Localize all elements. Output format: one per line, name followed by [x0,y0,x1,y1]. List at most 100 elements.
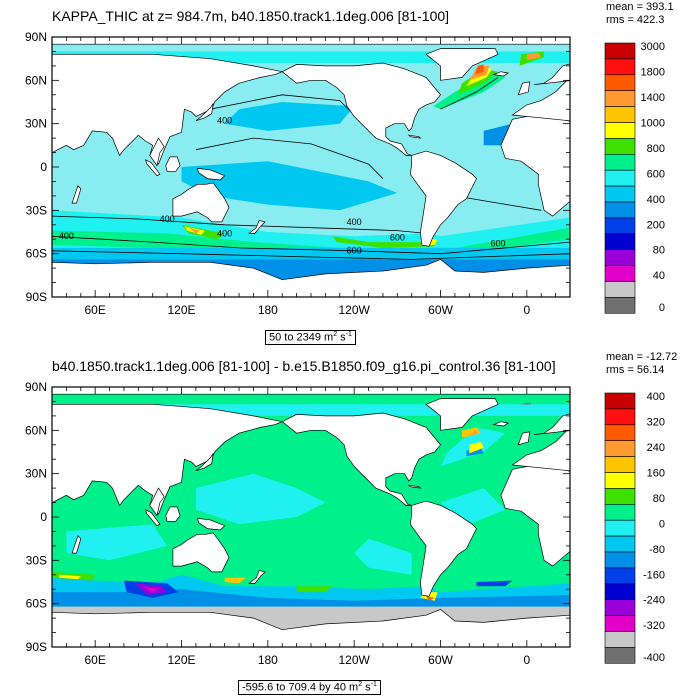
panel1-contour-line-4 [210,94,355,116]
panel1-colorbar-swatch [604,169,636,187]
panel1-range-label: 50 to 2349 m2 s-1 [265,330,356,345]
panel2-colorbar-swatch [604,472,636,489]
panel2-land-australia [172,532,230,573]
panel2-colorbar-label: 80 [653,493,665,505]
panel2-field [52,387,570,647]
panel1-colorbar-label: 80 [653,245,665,257]
panel2-color-region-3 [354,538,412,575]
panel1-land-newguinea [196,167,226,181]
panel1-colorbar-swatch [604,154,636,171]
panel2-ytick-label: 90S [26,640,47,654]
panel1-contour-line-5 [454,195,542,211]
panel1-colorbar-label: 600 [647,168,665,180]
panel2-land-indochina [149,487,165,517]
panel2-land-newguinea [196,517,226,531]
panel2-xtick-label: 0 [523,653,530,667]
panel2-colorbar-swatch [604,488,636,505]
panel1-colorbar-swatch [604,201,636,219]
panel1-contour-line-1 [52,235,570,255]
panel2-color-region-19 [462,427,481,438]
panel1-land-iceland [492,71,509,77]
panel1-colorbar-label: 1400 [641,92,665,104]
panel1-contour-label-1: 400 [347,217,362,227]
panel1-color-region-17 [475,64,484,75]
panel1-field: 400 400 400 400 600 600 600 400 [52,37,570,297]
panel2-color-region-16 [296,586,333,593]
panel1-colorbar-label: 1800 [641,67,665,79]
panel2-title: b40.1850.track1.1deg.006 [81-100] - b.e1… [52,358,556,374]
panel2-xtick-label: 60E [84,653,105,667]
panel1-land-indochina [149,137,165,167]
panel2-color-region-21 [469,441,484,454]
panel2-land-scand [533,413,570,436]
panel1-colorbar-label: 0 [659,302,665,314]
panel1-colorbar-swatch [604,265,636,282]
panel1-mean: mean = 393.1 [606,1,674,13]
panel1-color-region-3 [224,102,355,131]
panel1-colorbar-swatch [604,249,636,266]
panel2-ytick-label: 60S [26,597,47,611]
panel2-colorbar-label: 0 [659,518,665,530]
panel2-ytick-label: 60N [25,423,47,437]
panel1-color-region-19 [526,52,542,61]
panel2-ytick-label: 30N [25,467,47,481]
panel1-land-australia [172,182,230,223]
panel1-contour-line-2 [52,250,570,260]
panel1-color-region-2 [181,161,398,211]
panel1-land-borneo [165,156,181,172]
panel1-color-region-13 [433,71,506,110]
panel1-xtick-label: 180 [258,303,278,317]
panel2-color-region-15 [426,596,435,601]
panel2-mean: mean = -12.72 [606,351,678,363]
panel2-colorbar: 400 320 240 160 80 0 -80 -160 -240 -320 -400 [604,391,665,664]
panel1-color-region-14 [457,68,499,95]
panel1-land-scand [533,63,570,86]
panel2-xtick-label: 60W [428,653,453,667]
panel2-land-borneo [165,506,181,522]
panel2-colorbar-label: 240 [647,442,665,454]
panel2-land-namerica [281,412,441,506]
panel1-xtick-label: 120W [338,303,370,317]
panel1-colorbar-swatch [604,74,636,92]
panel2-land-eurasia_w [511,423,570,472]
panel2-color-region-20 [469,430,478,437]
panel2-ytick-label: 90N [25,380,47,394]
panel2-colorbar-swatch [604,456,636,473]
panel2-rms: rms = 56.14 [606,364,665,376]
panel1-land-namerica [281,62,441,156]
panel2-land-asia [52,403,284,515]
panel2-land-nz [248,569,266,584]
panel1-colorbar-label: 400 [647,194,665,206]
panel1-land-samerica [409,150,477,247]
panel2-colorbar-label: -240 [643,595,665,607]
panel2-colorbar-label: -80 [649,544,665,556]
panel1-ytick-label: 90S [26,290,47,304]
panel2-color-region-12 [59,574,81,580]
panel2-colorbar-swatch [604,424,636,441]
panel1-colorbar-swatch [604,185,636,203]
panel2-color-region-9 [142,586,159,593]
panel2-land-madagascar [71,535,82,554]
panel1-contour-label-7: 400 [160,214,175,224]
panel2-land-iceland [492,421,509,427]
panel2-colorbar-label: 400 [647,391,665,403]
panel2-plot: 60E 120E 180 120W 60W 0 90N 60N 30N 0 30S 60S 90S 400… [25,380,665,667]
panel1-xtick-label: 60E [84,303,105,317]
panel1-ytick-label: 90N [25,30,47,44]
panel2-xtick-label: 120E [167,653,195,667]
panel1-land-madagascar [71,185,82,204]
panel2-colorbar-swatch [604,440,636,457]
panel1-ytick-label: 0 [40,160,47,174]
panel1-contour-label-3: 400 [59,231,74,241]
panel2-colorbar-swatch [604,615,636,632]
panel2-colorbar-swatch [604,503,636,521]
panel2-colorbar-swatch [604,519,636,537]
panel1-land-eurasia_w [511,73,570,122]
panel2-land-samerica [409,500,477,597]
panel1-colorbar-swatch [604,42,636,60]
panel1-land-cuba [407,134,422,139]
panel2-colorbar-swatch [604,567,636,585]
panel1-land-sumatra [144,159,161,177]
